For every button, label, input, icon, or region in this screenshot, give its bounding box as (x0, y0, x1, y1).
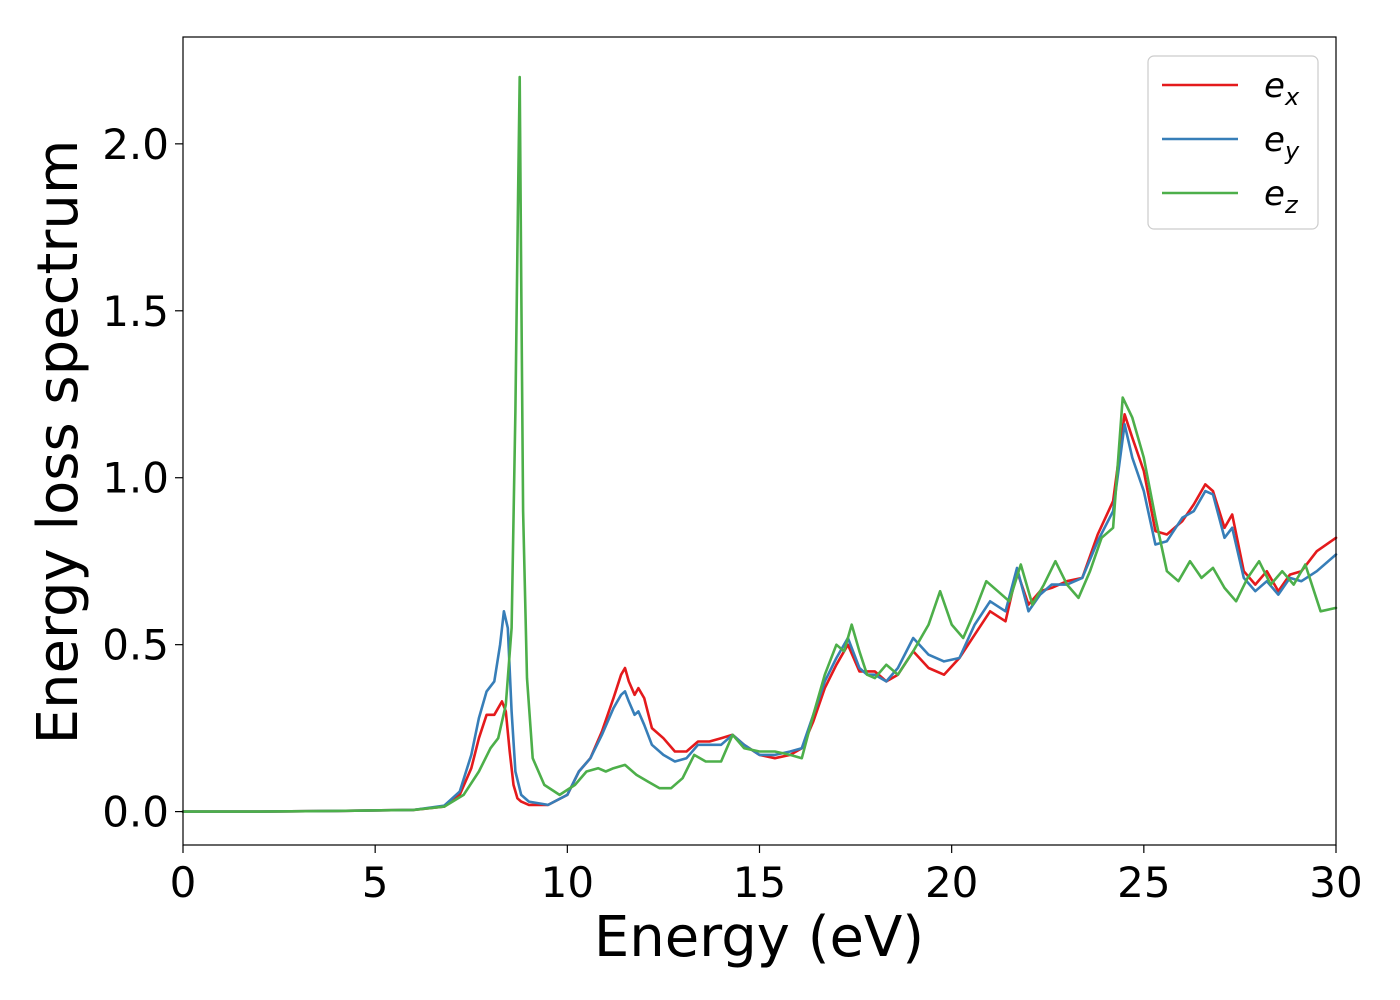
legend-label-z: e (1264, 174, 1285, 214)
x-tick-label: 20 (925, 858, 978, 907)
x-tick-label: 15 (733, 858, 786, 907)
y-tick-label: 1.0 (102, 454, 169, 503)
x-axis-label: Energy (eV) (594, 905, 924, 970)
x-tick-label: 10 (541, 858, 594, 907)
legend-subscript-z: z (1284, 191, 1299, 219)
legend-label-x: e (1264, 66, 1285, 106)
series-layer (181, 75, 1338, 813)
series-line-z (181, 75, 1338, 813)
x-tick-label: 5 (362, 858, 389, 907)
x-tick-label: 30 (1309, 858, 1362, 907)
x-tick-label: 0 (170, 858, 197, 907)
series-line-x (181, 413, 1338, 813)
y-tick-label: 1.5 (102, 287, 169, 336)
y-tick-label: 0.5 (102, 621, 169, 670)
legend-box (1147, 55, 1319, 230)
x-tick-label: 25 (1117, 858, 1170, 907)
legend-subscript-x: x (1284, 83, 1300, 111)
y-axis: 0.0 0.5 1.0 1.5 2.0 (102, 120, 183, 837)
y-axis-label: Energy loss spectrum (26, 140, 91, 745)
x-axis: 0 5 10 15 20 25 30 (170, 845, 1363, 907)
y-tick-label: 2.0 (102, 120, 169, 169)
legend-subscript-y: y (1284, 137, 1300, 165)
legend: e xe ye z (1147, 55, 1319, 230)
y-tick-label: 0.0 (102, 788, 169, 837)
legend-label-y: e (1264, 120, 1285, 160)
